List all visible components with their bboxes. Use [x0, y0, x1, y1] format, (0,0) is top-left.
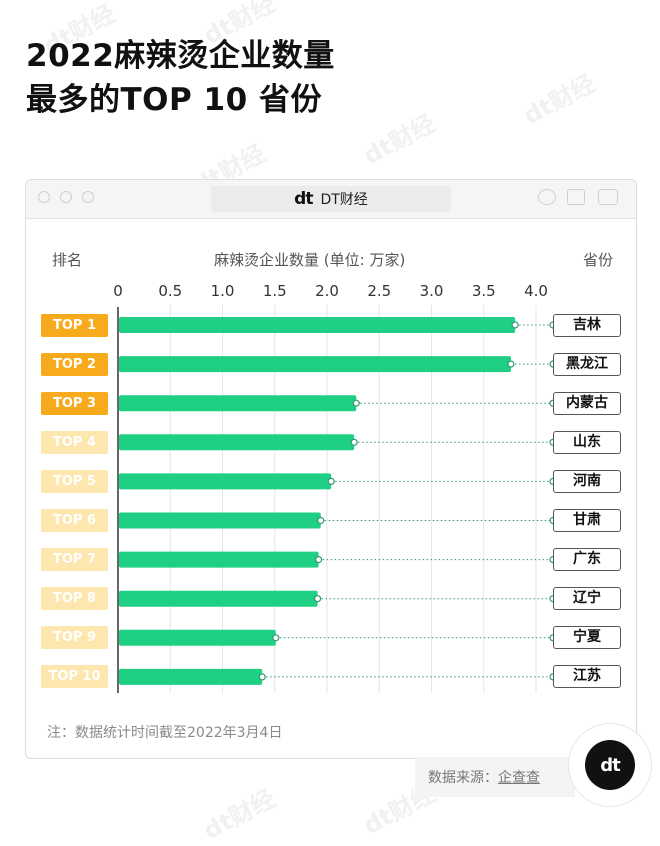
source-tab — [415, 757, 575, 797]
x-tick-label: 2.5 — [367, 282, 392, 300]
source-label: 数据来源： — [428, 770, 498, 786]
x-tick-label: 0 — [113, 282, 123, 300]
close-dot-icon[interactable] — [38, 191, 50, 203]
x-tick-label: 3.5 — [471, 282, 496, 300]
title-line-1: 2022麻辣烫企业数量 — [26, 38, 335, 74]
rank-badge: TOP 4 — [41, 430, 108, 454]
province-label: 内蒙古 — [553, 391, 621, 415]
rank-header: 排名 — [52, 251, 83, 269]
province-label: 河南 — [553, 469, 621, 493]
window-titlebar: dt DT财经 — [26, 180, 636, 219]
rank-badge: TOP 1 — [41, 313, 108, 337]
watermark: dt财经 — [519, 69, 600, 131]
rank-badge: TOP 6 — [41, 509, 108, 532]
province-label: 辽宁 — [553, 587, 621, 611]
rank-badge: TOP 2 — [41, 352, 108, 376]
rank-badge: TOP 8 — [41, 587, 108, 611]
x-tick-label: 2.0 — [315, 282, 339, 300]
rank-badge: TOP 7 — [41, 548, 108, 572]
x-tick-label: 0.5 — [158, 282, 183, 300]
record-icon[interactable] — [538, 189, 556, 205]
rank-badge: TOP 9 — [41, 626, 108, 650]
province-header: 省份 — [583, 251, 614, 269]
chart-title: 2022麻辣烫企业数量 最多的TOP 10 省份 — [26, 34, 335, 122]
rank-badge: TOP 10 — [41, 665, 108, 689]
watermark: dt财经 — [199, 784, 280, 846]
dt-logo-icon: dt — [294, 189, 313, 209]
window-title-box: dt DT财经 — [211, 186, 451, 212]
province-label: 山东 — [553, 430, 621, 454]
card-icon[interactable] — [598, 189, 618, 205]
rank-badge: TOP 3 — [41, 391, 108, 415]
province-label: 吉林 — [553, 313, 621, 337]
source-name[interactable]: 企查查 — [498, 770, 540, 786]
x-tick-label: 3.0 — [419, 282, 444, 300]
rank-badge: TOP 5 — [41, 469, 108, 493]
province-label: 甘肃 — [553, 509, 621, 532]
dt-badge-logo-icon: dt — [585, 740, 635, 790]
window-title: DT财经 — [320, 192, 368, 208]
metric-header: 麻辣烫企业数量 (单位: 万家) — [214, 251, 406, 269]
x-tick-label: 4.0 — [524, 282, 548, 300]
share-icon[interactable] — [567, 189, 585, 205]
province-label: 江苏 — [553, 665, 621, 689]
data-source: 数据来源：企查查 — [428, 767, 540, 787]
province-label: 广东 — [553, 548, 621, 572]
dt-badge: dt — [568, 723, 652, 807]
x-tick-label: 1.0 — [210, 282, 235, 300]
maximize-dot-icon[interactable] — [82, 191, 94, 203]
title-line-2: 最多的TOP 10 省份 — [26, 82, 322, 118]
province-label: 宁夏 — [553, 626, 621, 650]
footnote: 注：数据统计时间截至2022年3月4日 — [47, 725, 283, 741]
x-tick-label: 1.5 — [262, 282, 287, 300]
watermark: dt财经 — [359, 109, 440, 171]
minimize-dot-icon[interactable] — [60, 191, 72, 203]
province-label: 黑龙江 — [553, 352, 621, 376]
chart-window: dt DT财经 — [25, 179, 637, 759]
